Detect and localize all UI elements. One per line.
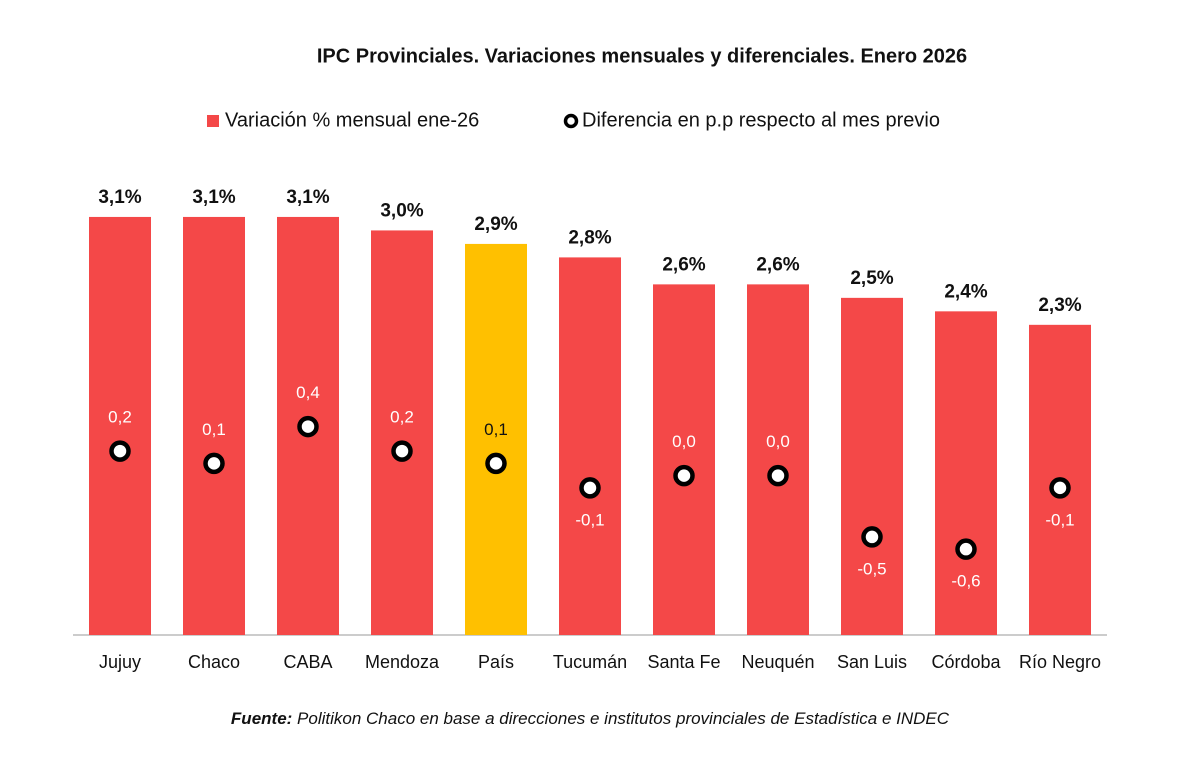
legend-swatch-dot bbox=[563, 113, 579, 129]
x-tick-label: Chaco bbox=[188, 652, 240, 672]
dot bbox=[579, 477, 601, 499]
bar bbox=[465, 243, 527, 635]
dot bbox=[1049, 477, 1071, 499]
dot-value-label: 0,1 bbox=[202, 420, 226, 439]
dot-value-label: 0,2 bbox=[108, 408, 132, 427]
source-label: Fuente: bbox=[231, 709, 292, 728]
bar-value-label: 2,6% bbox=[662, 254, 705, 275]
dot-value-label: 0,4 bbox=[296, 383, 320, 402]
bar bbox=[841, 297, 903, 635]
bar bbox=[371, 230, 433, 635]
x-tick-label: País bbox=[478, 652, 514, 672]
dot bbox=[767, 464, 789, 487]
bar bbox=[183, 216, 245, 635]
source-text: Politikon Chaco en base a direcciones e … bbox=[297, 709, 950, 728]
dot bbox=[485, 452, 507, 475]
dot bbox=[203, 452, 225, 475]
bar-value-label: 2,8% bbox=[568, 227, 611, 248]
dot-value-label: -0,1 bbox=[1045, 510, 1074, 529]
legend-label: Variación % mensual ene-26 bbox=[225, 109, 479, 131]
dot bbox=[861, 526, 883, 548]
bar-value-label: 2,6% bbox=[756, 254, 799, 275]
bar bbox=[653, 284, 715, 635]
dot-value-label: 0,0 bbox=[672, 432, 696, 451]
x-tick-label: Mendoza bbox=[365, 652, 440, 672]
dot-value-label: 0,1 bbox=[484, 420, 508, 439]
bar-value-label: 3,1% bbox=[192, 187, 235, 208]
dot-value-label: 0,0 bbox=[766, 432, 790, 451]
bar-value-label: 2,4% bbox=[944, 281, 987, 302]
chart-title: IPC Provinciales. Variaciones mensuales … bbox=[317, 45, 967, 67]
x-tick-label: Jujuy bbox=[99, 652, 141, 672]
bar-value-label: 2,3% bbox=[1038, 295, 1081, 316]
bar-value-label: 2,9% bbox=[474, 214, 517, 235]
x-tick-label: San Luis bbox=[837, 652, 907, 672]
bar-value-label: 3,0% bbox=[380, 200, 423, 221]
bar-value-label: 3,1% bbox=[98, 187, 141, 208]
dot bbox=[109, 440, 131, 462]
x-tick-label: CABA bbox=[283, 652, 332, 672]
source-note: Fuente: Politikon Chaco en base a direcc… bbox=[231, 709, 950, 728]
x-tick-label: Río Negro bbox=[1019, 652, 1101, 672]
dot-value-label: -0,1 bbox=[575, 510, 604, 529]
bar-value-label: 3,1% bbox=[286, 187, 329, 208]
bar bbox=[747, 284, 809, 635]
dot bbox=[955, 538, 977, 560]
dot-value-label: -0,6 bbox=[951, 572, 980, 591]
bar bbox=[89, 216, 151, 635]
x-tick-label: Neuquén bbox=[741, 652, 814, 672]
dot-value-label: 0,2 bbox=[390, 408, 414, 427]
x-tick-label: Santa Fe bbox=[647, 652, 720, 672]
bar-value-label: 2,5% bbox=[850, 268, 893, 289]
bar bbox=[935, 311, 997, 635]
x-tick-label: Tucumán bbox=[553, 652, 627, 672]
dot-value-label: -0,5 bbox=[857, 559, 886, 578]
dot bbox=[673, 464, 695, 487]
legend-swatch-bar bbox=[207, 115, 219, 127]
dot bbox=[297, 415, 319, 438]
legend-label: Diferencia en p.p respecto al mes previo bbox=[582, 109, 940, 131]
bar bbox=[559, 257, 621, 635]
dot bbox=[391, 440, 413, 462]
x-tick-label: Córdoba bbox=[931, 652, 1001, 672]
